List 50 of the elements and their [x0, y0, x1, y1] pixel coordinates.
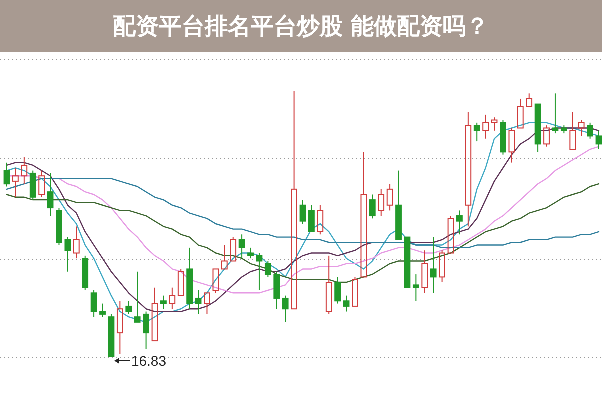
candlestick: [238, 234, 246, 260]
candlestick: [291, 90, 298, 310]
candlestick: [334, 276, 342, 304]
candlestick: [369, 194, 376, 220]
candlestick: [282, 295, 289, 323]
candlestick: [274, 271, 280, 310]
candlestick: [596, 130, 602, 150]
candlestick: [430, 236, 437, 294]
candlestick: [134, 271, 141, 323]
candlestick: [343, 295, 350, 312]
annotation: 16.83: [131, 353, 167, 369]
candlestick: [248, 247, 254, 260]
candlestick: [116, 300, 124, 355]
candlestick: [4, 162, 10, 188]
candlestick: [143, 311, 150, 350]
candlestick: [360, 152, 368, 278]
candlestick: [508, 128, 516, 164]
candlestick: [204, 292, 210, 315]
candlestick: [412, 274, 420, 302]
candlestick: [264, 260, 272, 278]
candlestick: [308, 204, 315, 232]
candlestick: [100, 303, 106, 318]
candlestick: [256, 252, 263, 291]
candlestick: [552, 93, 559, 134]
candlestick: [64, 236, 72, 272]
candlestick: [587, 122, 594, 140]
candlestick: [178, 268, 184, 296]
candlestick: [474, 122, 480, 142]
candlestick: [21, 157, 28, 185]
candlestick: [491, 117, 498, 132]
candlestick: [47, 172, 54, 217]
candlestick: [526, 93, 533, 108]
candlestick: [152, 287, 158, 342]
candlestick: [456, 210, 463, 236]
candlestick: [482, 114, 490, 140]
candlestick: [517, 98, 524, 129]
candlestick: [352, 276, 358, 307]
candlestick: [221, 244, 228, 270]
candlestick: [12, 168, 19, 198]
candlestick: [570, 112, 576, 150]
candlestick: [300, 200, 306, 224]
candlestick: [195, 290, 202, 315]
title: 配资平台排名平台炒股 能做配资吗？: [0, 0, 602, 52]
candlestick: [465, 112, 472, 228]
candlestick: [160, 295, 167, 310]
candlestick: [90, 290, 98, 318]
candlestick: [126, 300, 132, 315]
chart-title: 配资平台排名平台炒股 能做配资吗？: [112, 14, 490, 40]
candlestick: [439, 250, 446, 284]
candlestick: [30, 170, 36, 201]
